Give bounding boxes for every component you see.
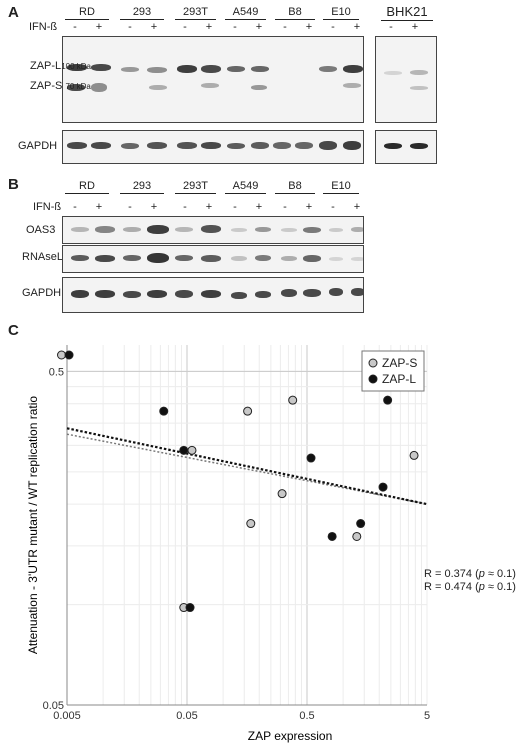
panel-b-sign: - bbox=[73, 201, 77, 213]
panel-a-header-a549: A549 bbox=[222, 6, 269, 20]
data-point-zap-s bbox=[409, 450, 419, 460]
panel-a-sign: - bbox=[331, 21, 335, 33]
panel-a-bhk21-zap-blot bbox=[375, 36, 437, 123]
panel-a-header-rd: RD bbox=[62, 6, 112, 20]
x-tick-label: 0.5 bbox=[299, 710, 314, 722]
y-tick-label: 0.5 bbox=[49, 366, 64, 378]
panel-a-letter: A bbox=[8, 4, 19, 21]
panel-a-sign: - bbox=[183, 21, 187, 33]
panel-b-sign: - bbox=[183, 201, 187, 213]
panel-a-sign: + bbox=[95, 21, 103, 33]
panel-a-zap-blot bbox=[62, 36, 364, 123]
panel-a-sign: + bbox=[411, 21, 419, 33]
x-axis-label: ZAP expression bbox=[248, 729, 333, 743]
y-tick-label: 0.05 bbox=[43, 700, 64, 712]
panel-b-header-293: 293 bbox=[117, 180, 167, 194]
legend-marker-zap-s bbox=[368, 358, 378, 368]
panel-a-sign: - bbox=[73, 21, 77, 33]
panel-b-sign: + bbox=[255, 201, 263, 213]
data-point-zap-l bbox=[356, 519, 366, 529]
r-value-annotation: R = 0.474 (p ≈ 0.1) bbox=[424, 581, 516, 593]
panel-a-gapdh-blot bbox=[62, 130, 364, 164]
panel-a-sign: - bbox=[233, 21, 237, 33]
panel-a-sign: + bbox=[305, 21, 313, 33]
panel-b-sign: + bbox=[150, 201, 158, 213]
x-tick-label: 0.05 bbox=[176, 710, 197, 722]
data-point-zap-l bbox=[327, 531, 337, 541]
r-value-annotation: R = 0.374 (p ≈ 0.1) bbox=[424, 568, 516, 580]
oas3-label: OAS3 bbox=[26, 224, 56, 236]
panel-b-sign: + bbox=[205, 201, 213, 213]
data-point-zap-s bbox=[243, 406, 253, 416]
panel-b-header-a549: A549 bbox=[222, 180, 269, 194]
data-point-zap-s bbox=[288, 395, 298, 405]
panel-a-sign: + bbox=[353, 21, 361, 33]
rnasel-blot bbox=[62, 245, 364, 273]
trend-line-zap-l bbox=[66, 427, 428, 506]
x-tick-label: 0.005 bbox=[53, 710, 81, 722]
panel-a-header-b8: B8 bbox=[272, 6, 318, 20]
panel-b-sign: - bbox=[283, 201, 287, 213]
data-point-zap-s bbox=[277, 489, 287, 499]
data-point-zap-l bbox=[185, 603, 195, 613]
panel-a-header-293t: 293T bbox=[172, 6, 219, 20]
panel-a-sign: - bbox=[128, 21, 132, 33]
panel-b-sign: - bbox=[331, 201, 335, 213]
panel-a-bhk21-gapdh-blot bbox=[375, 130, 437, 164]
panel-a-header-e10: E10 bbox=[320, 6, 362, 20]
data-point-zap-s bbox=[352, 531, 362, 541]
legend-marker-zap-l bbox=[368, 374, 378, 384]
oas3-blot bbox=[62, 216, 364, 244]
panel-b-letter: B bbox=[8, 176, 19, 193]
data-point-zap-l bbox=[64, 350, 74, 360]
legend-box bbox=[361, 350, 425, 392]
panel-b-sign: + bbox=[353, 201, 361, 213]
zap-s-label: ZAP-S 70 kDa bbox=[30, 80, 91, 92]
panel-b-header-e10: E10 bbox=[320, 180, 362, 194]
data-point-zap-s bbox=[246, 519, 256, 529]
x-tick-label: 5 bbox=[424, 710, 430, 722]
y-axis-label: Attenuation - 3'UTR mutant / WT replicat… bbox=[26, 396, 40, 655]
legend-entry-zap-l: ZAP-L bbox=[382, 372, 416, 386]
panel-b-sign: - bbox=[233, 201, 237, 213]
panel-b-gapdh-blot bbox=[62, 277, 364, 313]
panel-b-sign: - bbox=[128, 201, 132, 213]
data-point-zap-s bbox=[57, 350, 67, 360]
panel-a-header-bhk21: BHK21 bbox=[378, 4, 436, 21]
panel-b-gapdh-label: GAPDH bbox=[22, 287, 62, 299]
data-point-zap-l bbox=[383, 395, 393, 405]
panel-a-header-293: 293 bbox=[117, 6, 167, 20]
panel-b-sign: + bbox=[305, 201, 313, 213]
panel-a-sign: + bbox=[150, 21, 158, 33]
panel-b-header-b8: B8 bbox=[272, 180, 318, 194]
panel-a-treatment-label: IFN-ß bbox=[29, 21, 58, 33]
data-point-zap-s bbox=[187, 445, 197, 455]
zap-l-label: ZAP-L100 kDa bbox=[30, 60, 91, 72]
panel-b-header-rd: RD bbox=[62, 180, 112, 194]
data-point-zap-l bbox=[179, 445, 189, 455]
panel-a-sign: - bbox=[283, 21, 287, 33]
panel-b-header-293t: 293T bbox=[172, 180, 219, 194]
data-point-zap-l bbox=[159, 406, 169, 416]
panel-a-sign: + bbox=[205, 21, 213, 33]
rnasel-label: RNAseL bbox=[22, 251, 63, 263]
panel-a-gapdh-label: GAPDH bbox=[18, 140, 58, 152]
legend-entry-zap-s: ZAP-S bbox=[382, 356, 417, 370]
panel-a-sign: - bbox=[389, 21, 393, 33]
panel-b-sign: + bbox=[95, 201, 103, 213]
panel-c-letter: C bbox=[8, 322, 19, 339]
panel-a-sign: + bbox=[255, 21, 263, 33]
data-point-zap-l bbox=[378, 482, 388, 492]
data-point-zap-l bbox=[306, 453, 316, 463]
panel-b-treatment-label: IFN-ß bbox=[33, 201, 62, 213]
